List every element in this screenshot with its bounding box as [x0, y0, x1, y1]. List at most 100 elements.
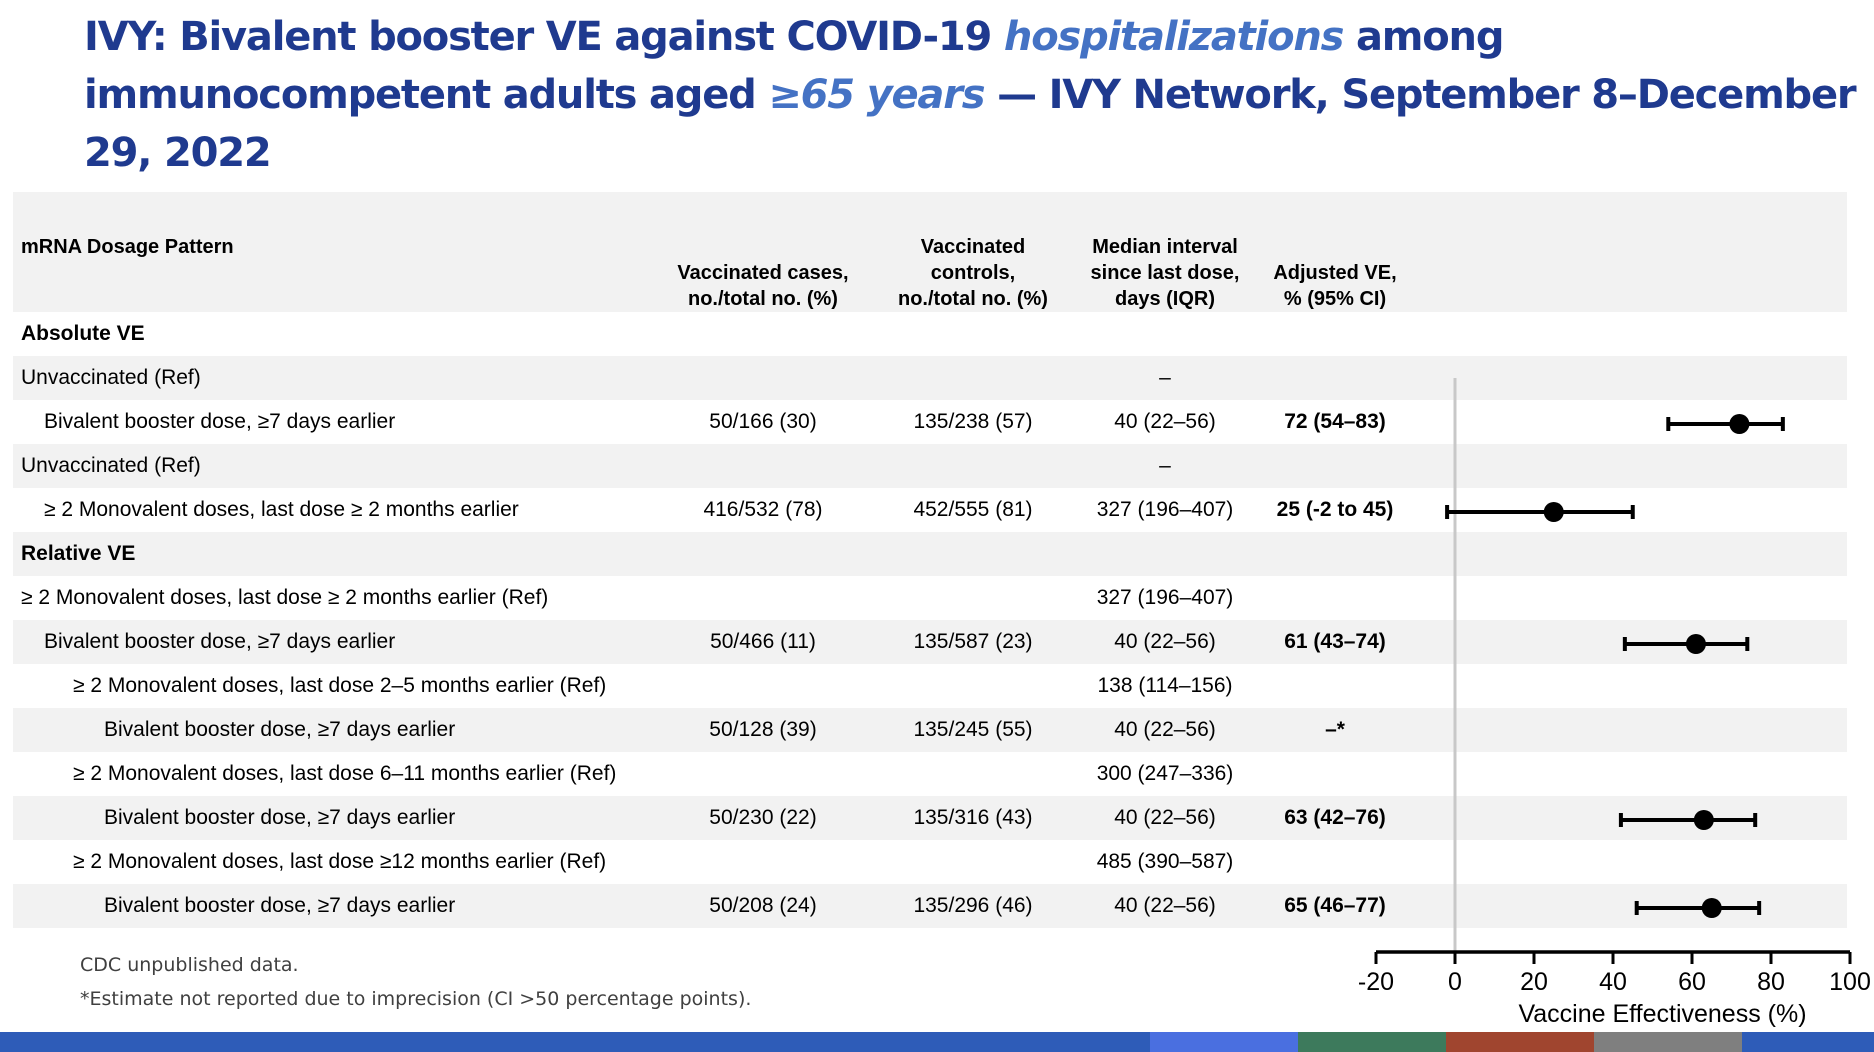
- cell-median-interval: 40 (22–56): [1114, 806, 1216, 829]
- cell-vaccinated-controls: 452/555 (81): [913, 498, 1033, 521]
- cell-adjusted-ve: [1245, 840, 1425, 884]
- bottom-bar-segment: [1742, 1032, 1874, 1052]
- cell-median-interval: 40 (22–56): [1114, 718, 1216, 741]
- x-tick-label: 80: [1757, 968, 1785, 996]
- row-label: Absolute VE: [21, 322, 145, 345]
- header-line: no./total no. (%): [688, 288, 838, 310]
- cell-adjusted-ve: [1245, 444, 1425, 488]
- cell-median-interval: 40 (22–56): [1114, 894, 1216, 917]
- title-part-3: among immunocompetent adults aged: [84, 14, 1504, 118]
- bottom-bar-segment: [1150, 1032, 1298, 1052]
- table-row: Unvaccinated (Ref) –: [13, 356, 1847, 400]
- cell-adjusted-ve: [1245, 532, 1425, 576]
- bottom-bar-segment: [1446, 1032, 1594, 1052]
- cell-median-interval: –: [1159, 366, 1171, 389]
- cell-adjusted-ve: 65 (46–77): [1284, 894, 1386, 917]
- cell-adjusted-ve: [1245, 664, 1425, 708]
- row-label: ≥ 2 Monovalent doses, last dose ≥12 mont…: [73, 850, 607, 873]
- section-row: Relative VE: [13, 532, 1847, 576]
- cell-vaccinated-cases: 50/128 (39): [709, 718, 817, 741]
- row-label: ≥ 2 Monovalent doses, last dose 2–5 mont…: [73, 674, 607, 697]
- x-tick-label: -20: [1358, 968, 1394, 996]
- title-part-1: IVY: Bivalent booster VE against COVID-1…: [84, 14, 992, 60]
- cell-vaccinated-cases: [643, 664, 883, 708]
- header-line: no./total no. (%): [898, 288, 1048, 310]
- cell-adjusted-ve: –*: [1325, 718, 1345, 741]
- header-vaccinated-cases: Vaccinated cases, no./total no. (%): [643, 260, 883, 312]
- cell-median-interval: 327 (196–407): [1096, 498, 1234, 521]
- table-row: Bivalent booster dose, ≥7 days earlier 50…: [13, 796, 1847, 840]
- cell-adjusted-ve: 25 (-2 to 45): [1276, 498, 1394, 521]
- cell-vaccinated-cases: [643, 312, 883, 356]
- cell-vaccinated-controls: 135/587 (23): [913, 630, 1033, 653]
- page-title: IVY: Bivalent booster VE against COVID-1…: [84, 8, 1874, 182]
- row-label: Bivalent booster dose, ≥7 days earlier: [104, 894, 456, 917]
- cell-vaccinated-cases: [643, 356, 883, 400]
- cell-median-interval: 327 (196–407): [1096, 586, 1234, 609]
- cell-adjusted-ve: [1245, 356, 1425, 400]
- cell-vaccinated-controls: 135/238 (57): [913, 410, 1033, 433]
- row-label: Unvaccinated (Ref): [21, 366, 201, 389]
- cell-adjusted-ve: [1245, 752, 1425, 796]
- header-dosage-pattern: mRNA Dosage Pattern: [21, 236, 234, 258]
- cell-vaccinated-cases: 416/532 (78): [703, 498, 823, 521]
- cell-vaccinated-cases: [643, 444, 883, 488]
- table-row: ≥ 2 Monovalent doses, last dose ≥ 2 mont…: [13, 488, 1847, 532]
- header-line: % (95% CI): [1283, 288, 1387, 310]
- header-line: Adjusted VE,: [1273, 262, 1397, 284]
- x-tick-label: 0: [1448, 968, 1462, 996]
- row-label: ≥ 2 Monovalent doses, last dose 6–11 mon…: [73, 762, 617, 785]
- cell-vaccinated-cases: [643, 752, 883, 796]
- row-label: Relative VE: [21, 542, 136, 565]
- title-highlight-hospitalizations: hospitalizations: [1003, 14, 1345, 60]
- header-line: Median interval: [1092, 236, 1238, 258]
- cell-adjusted-ve: [1245, 312, 1425, 356]
- header-median-interval: Median interval since last dose, days (I…: [1045, 234, 1285, 312]
- cell-vaccinated-cases: 50/230 (22): [709, 806, 817, 829]
- cell-vaccinated-cases: 50/166 (30): [709, 410, 817, 433]
- cell-median-interval: 40 (22–56): [1114, 630, 1216, 653]
- cell-median-interval: 40 (22–56): [1114, 410, 1216, 433]
- row-label: ≥ 2 Monovalent doses, last dose ≥ 2 mont…: [44, 498, 519, 521]
- table-row: Bivalent booster dose, ≥7 days earlier 50…: [13, 620, 1847, 664]
- cell-median-interval: 485 (390–587): [1096, 850, 1234, 873]
- cell-vaccinated-cases: 50/466 (11): [710, 630, 816, 653]
- header-vaccinated-controls: Vaccinated controls, no./total no. (%): [853, 234, 1093, 312]
- x-tick-label: 100: [1829, 968, 1871, 996]
- table-row: Bivalent booster dose, ≥7 days earlier 50…: [13, 708, 1847, 752]
- cell-median-interval: –: [1159, 454, 1171, 477]
- row-label: Unvaccinated (Ref): [21, 454, 201, 477]
- cell-adjusted-ve: 72 (54–83): [1284, 410, 1386, 433]
- title-part-5: — IVY Network, September 8–December 29, …: [84, 72, 1857, 176]
- x-tick-label: 20: [1520, 968, 1548, 996]
- footnote-asterisk: *Estimate not reported due to imprecisio…: [80, 988, 752, 1010]
- table-header: mRNA Dosage Pattern Vaccinated cases, no…: [13, 192, 1847, 312]
- title-highlight-age: ≥65 years: [768, 72, 985, 118]
- header-line: Vaccinated cases,: [677, 262, 849, 284]
- table-row: Bivalent booster dose, ≥7 days earlier 50…: [13, 400, 1847, 444]
- x-axis-label: Vaccine Effectiveness (%): [1518, 1000, 1806, 1028]
- row-label: Bivalent booster dose, ≥7 days earlier: [104, 718, 456, 741]
- table-row: ≥ 2 Monovalent doses, last dose 6–11 mon…: [13, 752, 1847, 796]
- header-line: Vaccinated: [920, 236, 1026, 258]
- bottom-bar-segment: [1594, 1032, 1742, 1052]
- bottom-bar-segment: [1298, 1032, 1446, 1052]
- header-line: since last dose,: [1090, 262, 1240, 284]
- header-adjusted-ve: Adjusted VE, % (95% CI): [1245, 260, 1425, 312]
- x-tick-label: 40: [1599, 968, 1627, 996]
- x-tick-label: 60: [1678, 968, 1706, 996]
- cell-vaccinated-cases: [643, 840, 883, 884]
- table-row: Unvaccinated (Ref) –: [13, 444, 1847, 488]
- cell-median-interval: 300 (247–336): [1096, 762, 1234, 785]
- table-row: Bivalent booster dose, ≥7 days earlier 50…: [13, 884, 1847, 928]
- header-line: days (IQR): [1114, 288, 1216, 310]
- cell-adjusted-ve: 61 (43–74): [1284, 630, 1386, 653]
- cell-vaccinated-controls: 135/296 (46): [913, 894, 1033, 917]
- cell-vaccinated-cases: [643, 532, 883, 576]
- row-label: Bivalent booster dose, ≥7 days earlier: [104, 806, 456, 829]
- table-row: ≥ 2 Monovalent doses, last dose 2–5 mont…: [13, 664, 1847, 708]
- footnote-source: CDC unpublished data.: [80, 954, 299, 976]
- table-row: ≥ 2 Monovalent doses, last dose ≥ 2 mont…: [13, 576, 1847, 620]
- row-label: Bivalent booster dose, ≥7 days earlier: [44, 410, 396, 433]
- ve-table: mRNA Dosage Pattern Vaccinated cases, no…: [13, 192, 1847, 928]
